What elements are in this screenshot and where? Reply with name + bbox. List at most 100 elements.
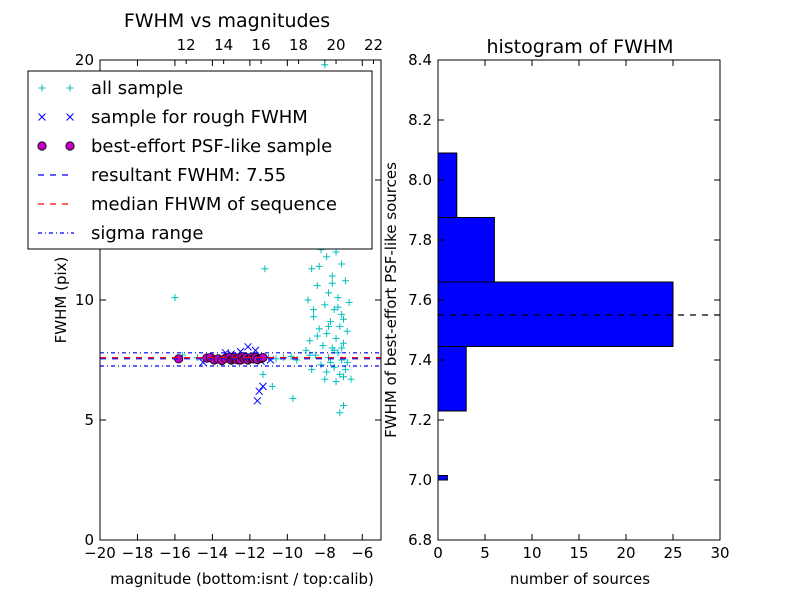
left-x-tick-label: −10: [272, 544, 304, 562]
data-point: [323, 330, 331, 338]
left-top-x-tick-label: 20: [326, 36, 345, 54]
data-point: [341, 366, 349, 374]
histogram-bar: [437, 346, 467, 412]
right-y-tick-label: 6.8: [408, 531, 432, 549]
data-point: [340, 402, 348, 410]
data-point: [319, 342, 327, 350]
left-top-x-tick-label: 18: [289, 36, 308, 54]
left-y-tick-label: 5: [84, 411, 94, 429]
data-point: [336, 322, 344, 330]
data-point: [336, 409, 344, 417]
data-point: [308, 366, 316, 374]
data-point: [326, 318, 334, 326]
data-point: [340, 373, 348, 381]
data-point: [334, 349, 342, 357]
legend-marker: [37, 141, 47, 151]
legend-marker: [66, 84, 74, 92]
data-point: [310, 313, 318, 321]
data-point: [261, 265, 269, 273]
left-x-tick-label: −8: [314, 544, 336, 562]
data-point: [287, 352, 295, 360]
right-y-tick-label: 7.2: [408, 411, 432, 429]
right-x-tick-label: 0: [433, 544, 443, 562]
left-x-tick-label: −20: [84, 544, 116, 562]
data-point: [334, 294, 342, 302]
right-y-axis-label: FWHM of best-effort PSF-like sources: [382, 162, 400, 438]
data-point: [323, 368, 331, 376]
data-point: [328, 279, 336, 287]
data-point: [313, 282, 321, 290]
data-point: [315, 262, 323, 270]
histogram-bar: [437, 475, 448, 481]
left-x-tick-label: −14: [197, 544, 229, 562]
legend-label: all sample: [91, 78, 183, 99]
data-point: [338, 260, 346, 268]
legend-marker: [38, 84, 46, 92]
data-point: [330, 363, 338, 371]
legend-box: [27, 70, 373, 250]
left-x-tick-label: −12: [234, 544, 266, 562]
right-y-tick-label: 8.4: [408, 51, 432, 69]
legend-label: best-effort PSF-like sample: [91, 136, 332, 157]
legend-marker: [66, 113, 74, 121]
data-point: [332, 334, 340, 342]
right-y-tick-label: 8.0: [408, 171, 432, 189]
legend-marker: [65, 141, 75, 151]
left-chart-title: FWHM vs magnitudes: [124, 10, 330, 32]
data-point: [253, 396, 262, 405]
left-top-x-tick-label: 12: [177, 36, 196, 54]
data-point: [310, 306, 318, 314]
data-point: [259, 382, 267, 391]
left-y-tick-label: 10: [75, 291, 94, 309]
legend-label: resultant FWHM: 7.55: [91, 165, 286, 186]
legend-label: sigma range: [91, 223, 203, 244]
data-point: [321, 301, 329, 309]
right-y-tick-label: 7.8: [408, 231, 432, 249]
data-point: [325, 289, 333, 297]
data-point: [317, 361, 325, 369]
right-x-tick-label: 5: [480, 544, 490, 562]
data-point: [171, 294, 179, 302]
legend-label: sample for rough FWHM: [91, 107, 308, 128]
data-point: [328, 272, 336, 280]
legend-label: median FHWM of sequence: [91, 194, 337, 215]
data-point: [325, 322, 333, 330]
left-top-x-tick-label: 22: [364, 36, 383, 54]
data-point: [268, 382, 276, 390]
data-point: [304, 296, 312, 304]
left-y-tick-label: 0: [84, 531, 94, 549]
data-point: [321, 61, 329, 69]
data-point: [244, 342, 252, 351]
right-y-tick-label: 7.0: [408, 471, 432, 489]
left-plot-frame: [99, 59, 382, 541]
data-point: [289, 394, 297, 402]
right-x-tick-label: 10: [522, 544, 541, 562]
histogram-bar: [437, 281, 674, 347]
data-point: [330, 306, 338, 314]
data-point: [345, 298, 353, 306]
left-y-axis-label: FWHM (pix): [52, 257, 70, 344]
right-histogram-chart: histogram of FWHM number of sources FWHM…: [382, 36, 730, 588]
data-point: [338, 344, 346, 352]
data-point: [332, 378, 340, 386]
data-point: [313, 332, 321, 340]
right-y-tick-label: 7.4: [408, 351, 432, 369]
right-x-tick-label: 20: [616, 544, 635, 562]
left-y-tick-label: 20: [75, 51, 94, 69]
data-point: [340, 315, 348, 323]
left-x-tick-label: −16: [159, 544, 191, 562]
right-x-tick-label: 15: [569, 544, 588, 562]
legend: all sample sample for rough FWHM best-effo…: [27, 70, 373, 250]
data-point: [321, 375, 329, 383]
right-x-tick-label: 25: [663, 544, 682, 562]
data-point: [343, 327, 351, 335]
data-point: [343, 358, 351, 366]
data-point: [326, 358, 334, 366]
right-plot-frame: [437, 59, 721, 541]
data-point: [259, 370, 267, 378]
right-y-tick-label: 7.6: [408, 291, 432, 309]
right-x-tick-label: 30: [710, 544, 729, 562]
data-point: [306, 337, 314, 345]
data-point: [315, 325, 323, 333]
